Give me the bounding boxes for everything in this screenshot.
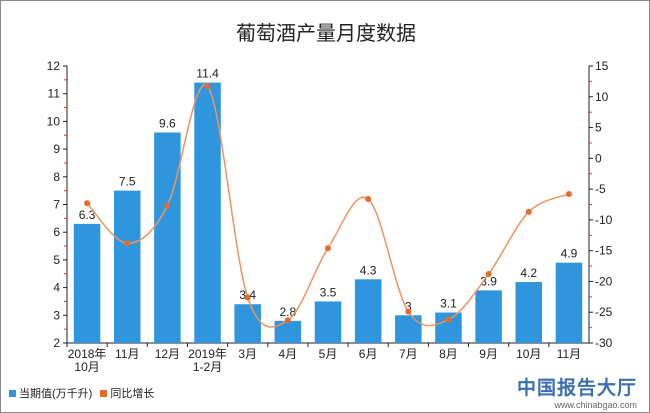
bar <box>395 315 422 343</box>
bar-data-label: 7.5 <box>119 175 136 189</box>
line-point <box>485 271 492 278</box>
bar <box>73 223 101 343</box>
chart-title: 葡萄酒产量月度数据 <box>236 23 416 45</box>
bar-data-label: 2.8 <box>280 305 297 319</box>
x-tick-label: 10月 <box>516 347 541 361</box>
line-point <box>365 195 372 202</box>
right-tick-label: -15 <box>595 244 613 258</box>
legend-item-line: 同比增长 <box>100 385 154 401</box>
x-tick-label: 6月 <box>359 347 378 361</box>
left-tick-label: 10 <box>47 114 61 128</box>
x-tick-label: 9月 <box>479 347 498 361</box>
watermark-name: 中国报告大厅 <box>516 378 637 399</box>
bar <box>274 320 302 343</box>
bar <box>194 82 221 344</box>
x-tick-label: 2019年 <box>188 347 227 361</box>
left-tick-label: 8 <box>53 170 60 184</box>
left-tick-label: 6 <box>53 225 60 239</box>
line-point <box>565 191 572 198</box>
line-point <box>445 316 452 323</box>
bar <box>555 262 583 343</box>
bar-data-label: 3 <box>405 299 412 313</box>
x-tick-label: 7月 <box>399 347 418 361</box>
bar <box>113 190 141 343</box>
right-tick-label: -20 <box>595 274 613 288</box>
x-tick-label: 12月 <box>155 347 180 361</box>
line-series <box>86 84 570 328</box>
right-tick-label: -5 <box>595 182 606 196</box>
left-tick-label: 7 <box>53 198 60 212</box>
line-point <box>325 245 331 252</box>
left-tick-label: 3 <box>53 308 60 322</box>
line-point <box>244 294 251 301</box>
legend: 当期值(万千升) 同比增长 <box>9 385 154 401</box>
right-tick-label: 5 <box>595 121 602 135</box>
left-tick-label: 2 <box>53 336 60 350</box>
legend-swatch-bar <box>9 390 16 397</box>
left-tick-label: 5 <box>53 253 60 267</box>
line-point <box>284 317 291 324</box>
x-tick-label: 2018年 <box>68 347 107 361</box>
bar-data-label: 4.2 <box>520 266 537 280</box>
legend-label-bar: 当期值(万千升) <box>19 388 93 400</box>
line-point <box>124 240 131 247</box>
left-tick-label: 9 <box>53 142 60 156</box>
x-tick-label: 3月 <box>238 347 257 361</box>
bar <box>154 132 181 343</box>
x-tick-label: 10月 <box>74 360 99 374</box>
x-tick-label: 8月 <box>439 347 458 361</box>
bar-data-label: 3.9 <box>480 274 497 288</box>
bar-data-label: 3.5 <box>320 285 337 299</box>
x-tick-label: 1-2月 <box>193 360 222 374</box>
bar <box>515 282 543 343</box>
right-tick-label: 10 <box>595 90 609 104</box>
line-point <box>84 200 91 207</box>
watermark-logo: 中国报告大厅 www.chinabgao.com <box>517 373 637 410</box>
legend-label-line: 同比增长 <box>110 388 155 400</box>
right-tick-label: -25 <box>595 305 613 319</box>
bar <box>234 304 261 343</box>
bar-data-label: 4.9 <box>561 247 578 261</box>
bar-data-label: 3.1 <box>440 297 457 311</box>
bar-data-label: 6.3 <box>79 208 96 222</box>
x-tick-label: 11月 <box>115 347 139 361</box>
legend-item-bar: 当期值(万千升) <box>9 385 92 401</box>
bar-data-label: 11.4 <box>196 67 219 81</box>
bar <box>475 290 502 343</box>
x-tick-label: 4月 <box>279 347 298 361</box>
right-tick-label: 0 <box>595 151 602 165</box>
x-tick-label: 11月 <box>557 347 581 361</box>
line-point <box>164 202 171 209</box>
bar <box>354 279 382 343</box>
left-tick-label: 4 <box>53 281 60 295</box>
line-point <box>405 308 412 315</box>
right-tick-label: 15 <box>595 59 609 73</box>
bar-data-label: 9.6 <box>159 116 176 130</box>
bar-data-label: 4.3 <box>360 263 377 277</box>
right-tick-label: -10 <box>595 213 613 227</box>
left-tick-label: 12 <box>47 59 61 73</box>
legend-swatch-line <box>100 390 108 397</box>
x-tick-label: 5月 <box>319 347 338 361</box>
right-tick-label: -30 <box>595 336 613 350</box>
left-tick-label: 11 <box>48 87 61 101</box>
bar <box>314 301 342 343</box>
line-point <box>525 208 532 215</box>
line-point <box>204 83 211 90</box>
watermark-url: www.chinabgao.com <box>554 400 637 410</box>
